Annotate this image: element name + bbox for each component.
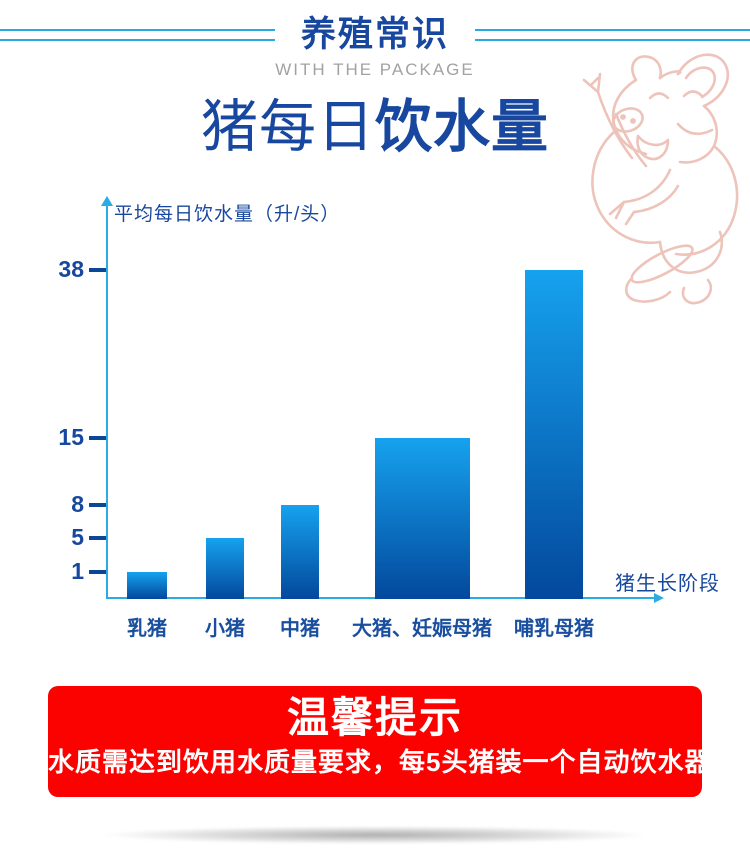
bar [374, 438, 470, 599]
section-header-subtitle: WITH THE PACKAGE [275, 60, 475, 79]
y-tick-label: 15 [58, 424, 84, 450]
y-tick-label: 38 [58, 256, 84, 282]
x-axis-label: 猪生长阶段 [615, 573, 720, 595]
notice-box: 温馨提示 水质需达到饮用水质量要求，每5头猪装一个自动饮水器 [48, 686, 712, 797]
page-title: 猪每日饮水量 [0, 92, 750, 162]
pig-illustration-icon [582, 53, 739, 305]
y-tick-mark [89, 268, 106, 272]
bar [525, 270, 583, 599]
y-tick-mark [89, 503, 106, 507]
x-axis-arrow-icon [654, 593, 664, 603]
bar [206, 538, 244, 599]
section-header-title: 养殖常识 [274, 10, 476, 60]
category-label: 中猪 [280, 618, 320, 640]
y-tick-label: 5 [71, 524, 84, 550]
category-label: 小猪 [205, 618, 245, 640]
category-label: 哺乳母猪 [514, 618, 594, 640]
bottom-shadow [10, 822, 740, 848]
y-axis-label: 平均每日饮水量（升/头） [114, 204, 341, 225]
y-tick-mark [89, 570, 106, 574]
category-label: 乳猪 [127, 618, 167, 640]
y-tick-label: 8 [71, 491, 84, 517]
bar [281, 505, 319, 599]
category-label: 大猪、妊娠母猪 [352, 618, 492, 640]
y-tick-label: 1 [71, 558, 84, 584]
notice-title: 温馨提示 [286, 694, 463, 741]
page-title-regular: 猪每日 [201, 95, 375, 159]
y-tick-mark [89, 536, 106, 540]
y-tick-mark [89, 436, 106, 440]
y-axis-line [106, 205, 108, 599]
bar [127, 572, 167, 599]
page-title-bold: 饮水量 [375, 95, 549, 159]
y-axis-arrow-icon [101, 196, 113, 206]
notice-body: 水质需达到饮用水质量要求，每5头猪装一个自动饮水器 [48, 747, 712, 777]
